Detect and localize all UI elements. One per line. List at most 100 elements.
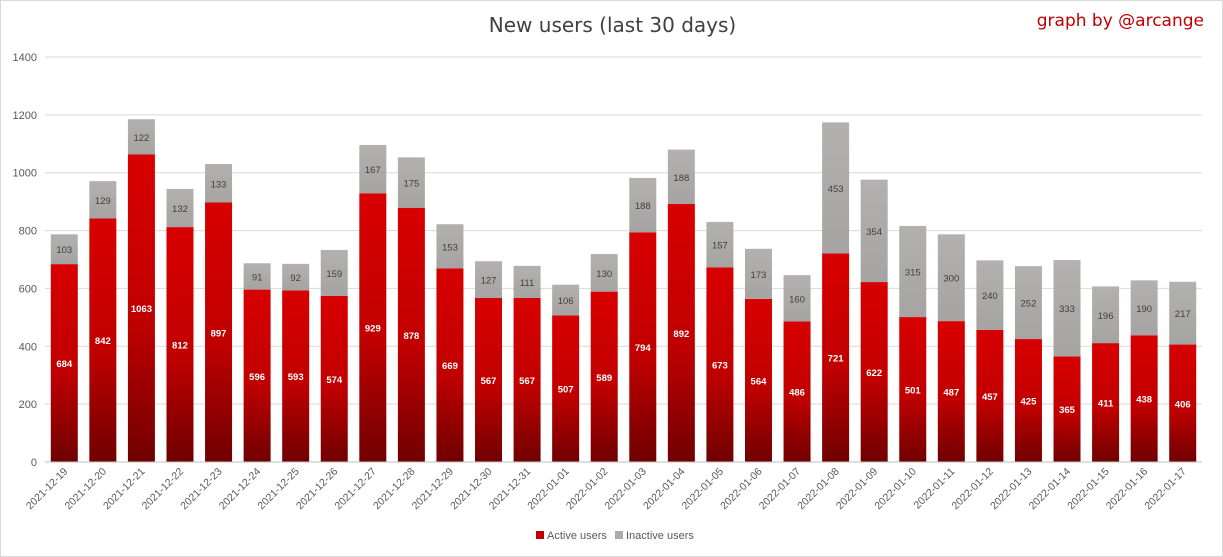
bar-active-users — [667, 203, 695, 462]
data-label-inactive: 190 — [1136, 304, 1152, 315]
bar-active-users — [359, 193, 387, 462]
bar-inactive-users — [976, 260, 1004, 330]
bar-inactive-users — [629, 177, 657, 233]
bar-inactive-users — [783, 275, 811, 322]
bar-inactive-users — [1053, 260, 1081, 357]
data-label-inactive: 153 — [442, 242, 458, 253]
data-label-inactive: 188 — [673, 173, 689, 184]
bar-active-users — [166, 227, 194, 462]
data-label-inactive: 167 — [365, 165, 381, 176]
data-label-active: 457 — [982, 392, 998, 403]
bar-inactive-users — [513, 265, 541, 298]
bar-inactive-users — [1014, 266, 1042, 340]
data-label-active: 486 — [789, 388, 805, 399]
bar-active-users — [860, 282, 888, 462]
data-label-active: 589 — [596, 373, 612, 384]
data-label-inactive: 122 — [133, 133, 149, 144]
data-label-active: 897 — [211, 328, 227, 339]
data-label-inactive: 173 — [751, 270, 767, 281]
bar-active-users — [552, 315, 580, 462]
data-label-inactive: 103 — [56, 245, 72, 256]
data-label-inactive: 453 — [828, 184, 844, 195]
bar-inactive-users — [127, 119, 155, 155]
bar-active-users — [513, 297, 541, 462]
bar-active-users — [783, 321, 811, 462]
data-label-inactive: 130 — [596, 269, 612, 280]
data-label-active: 593 — [288, 372, 304, 383]
bar-inactive-users — [397, 157, 425, 209]
data-label-active: 684 — [56, 359, 73, 370]
data-label-inactive: 92 — [290, 273, 301, 284]
y-tick-label: 1200 — [13, 110, 37, 122]
data-label-inactive: 188 — [635, 201, 651, 212]
data-label-active: 1063 — [131, 304, 152, 315]
bar-inactive-users — [1130, 280, 1158, 336]
data-label-inactive: 106 — [558, 296, 574, 307]
data-label-active: 574 — [326, 375, 343, 386]
data-label-inactive: 132 — [172, 204, 188, 215]
bar-inactive-users — [1092, 286, 1120, 344]
data-label-active: 438 — [1136, 395, 1152, 406]
bar-active-users — [127, 154, 155, 462]
bar-inactive-users — [937, 234, 965, 322]
bar-active-users — [1169, 344, 1197, 462]
data-label-inactive: 129 — [95, 196, 111, 207]
legend-swatch-inactive — [615, 531, 623, 539]
bar-active-users — [320, 295, 348, 462]
legend-swatch-active — [536, 531, 544, 539]
data-label-active: 622 — [866, 368, 882, 379]
data-label-active: 487 — [943, 388, 959, 399]
data-label-active: 673 — [712, 361, 728, 372]
data-label-inactive: 159 — [326, 269, 342, 280]
data-label-active: 812 — [172, 341, 188, 352]
bar-active-users — [282, 290, 310, 462]
data-label-active: 501 — [905, 386, 922, 397]
y-tick-label: 1000 — [13, 168, 37, 180]
bar-active-users — [1092, 343, 1120, 462]
data-label-inactive: 217 — [1175, 309, 1191, 320]
bar-inactive-users — [282, 263, 310, 291]
bar-active-users — [744, 298, 772, 462]
bar-active-users — [89, 218, 117, 462]
bar-inactive-users — [590, 254, 618, 292]
bar-inactive-users — [50, 234, 78, 265]
data-label-inactive: 354 — [866, 227, 882, 238]
bar-inactive-users — [475, 261, 503, 298]
data-label-inactive: 196 — [1098, 311, 1114, 322]
bar-inactive-users — [89, 181, 117, 219]
y-tick-label: 400 — [19, 341, 37, 353]
y-tick-label: 800 — [19, 226, 37, 238]
data-label-active: 411 — [1098, 399, 1114, 410]
legend-label-active: Active users — [547, 530, 607, 542]
data-label-active: 564 — [751, 376, 768, 387]
data-label-inactive: 315 — [905, 268, 921, 279]
data-label-active: 567 — [481, 376, 497, 387]
bar-active-users — [436, 268, 464, 462]
data-label-active: 892 — [673, 329, 689, 340]
bar-inactive-users — [436, 224, 464, 269]
bar-active-users — [475, 297, 503, 462]
bar-active-users — [899, 317, 927, 462]
bar-active-users — [243, 289, 271, 462]
bar-inactive-users — [860, 179, 888, 283]
bar-inactive-users — [359, 144, 387, 194]
bar-active-users — [1053, 356, 1081, 462]
bar-inactive-users — [822, 122, 850, 254]
y-tick-label: 1400 — [13, 52, 37, 64]
bar-active-users — [590, 291, 618, 462]
data-label-inactive: 300 — [943, 274, 959, 285]
y-tick-label: 600 — [19, 283, 37, 295]
data-label-active: 365 — [1059, 405, 1076, 416]
y-tick-label: 0 — [31, 457, 37, 469]
bar-inactive-users — [899, 225, 927, 318]
bar-inactive-users — [552, 284, 580, 316]
data-label-active: 507 — [558, 385, 574, 396]
bar-inactive-users — [1169, 281, 1197, 345]
legend-label-inactive: Inactive users — [626, 530, 694, 542]
data-label-active: 406 — [1175, 399, 1191, 410]
bar-inactive-users — [205, 164, 233, 203]
data-label-inactive: 157 — [712, 241, 728, 252]
bar-active-users — [976, 329, 1004, 462]
chart-title: New users (last 30 days) — [488, 13, 737, 37]
